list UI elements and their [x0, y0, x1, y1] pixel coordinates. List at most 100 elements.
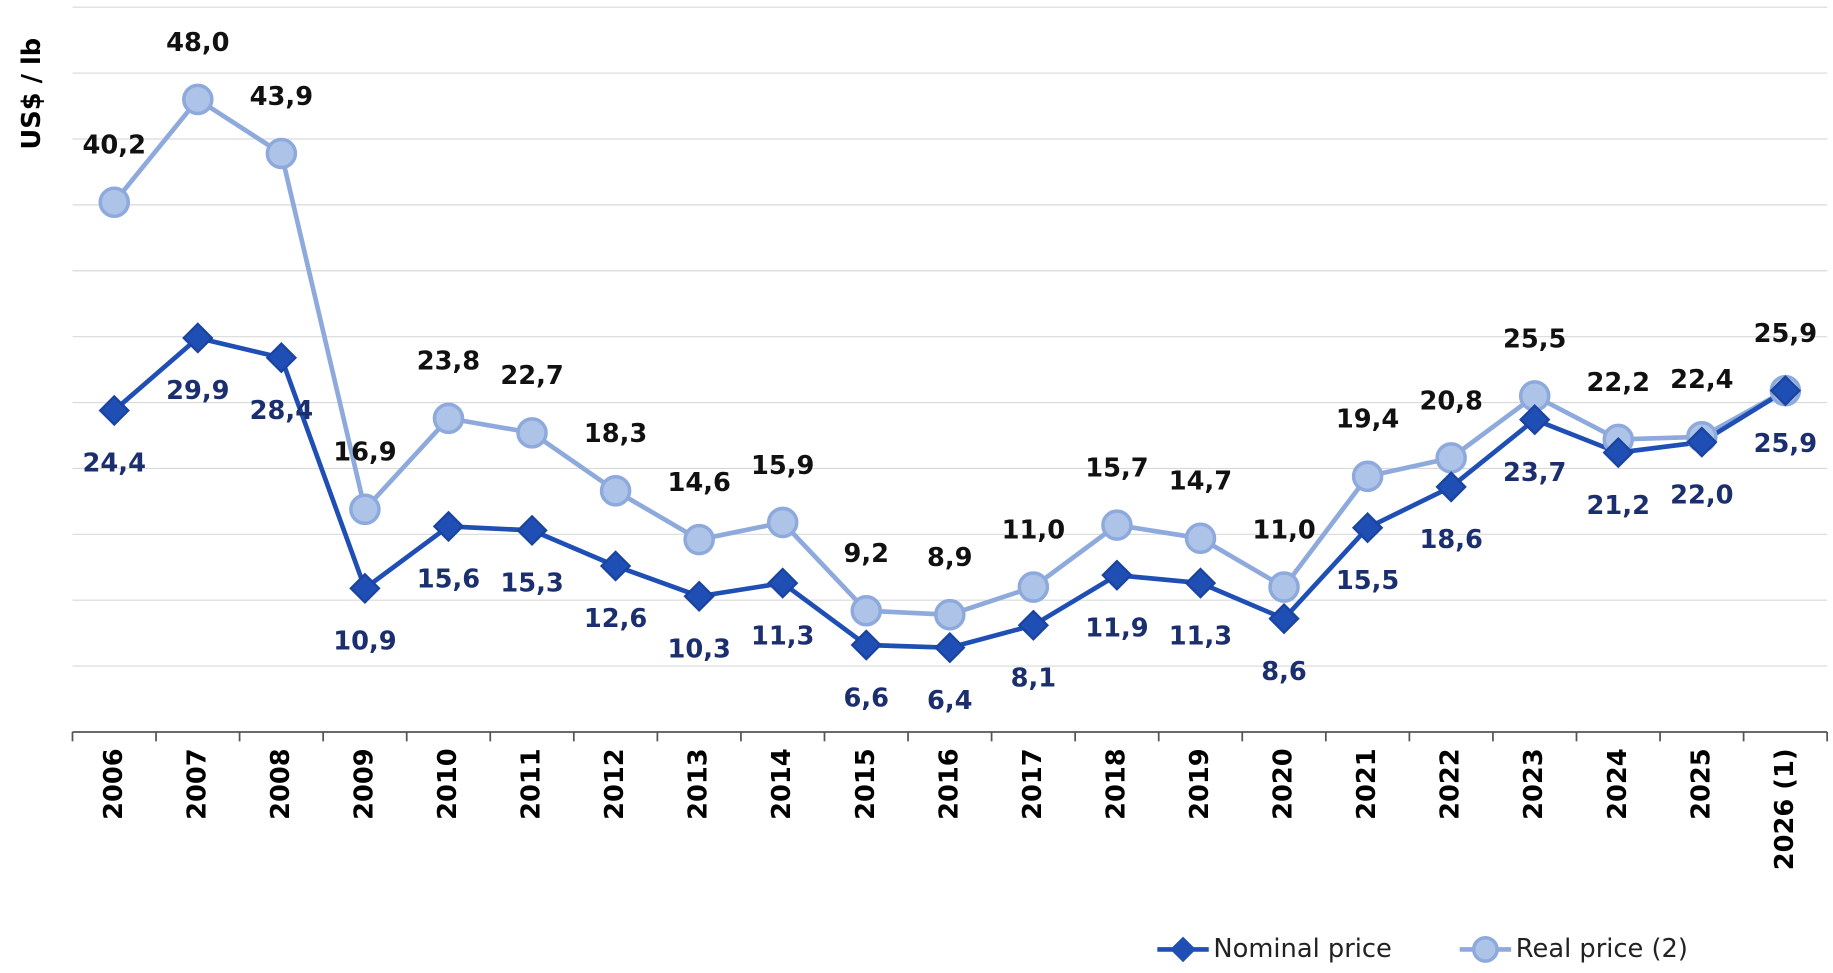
data-label: 14,6	[667, 468, 730, 498]
data-label: 20,8	[1419, 386, 1482, 416]
x-tick-label: 2022	[1436, 748, 1466, 820]
x-tick-label: 2024	[1603, 748, 1633, 820]
data-label: 19,4	[1336, 405, 1399, 435]
marker	[98, 394, 130, 427]
x-tick-label: 2021	[1352, 748, 1382, 820]
x-tick-label: 2011	[517, 748, 547, 820]
marker	[1602, 436, 1634, 469]
x-tick-label: 2025	[1686, 748, 1716, 820]
marker	[1686, 426, 1718, 458]
data-label: 6,4	[927, 686, 973, 716]
data-label: 22,2	[1587, 368, 1650, 398]
marker	[432, 402, 465, 435]
data-label: 15,9	[751, 451, 814, 481]
marker	[1435, 471, 1467, 503]
data-label: 15,7	[1085, 453, 1148, 483]
line	[112, 96, 1787, 618]
x-tick-label: 2020	[1269, 748, 1299, 820]
marker	[1184, 567, 1217, 599]
data-label: 8,6	[1261, 657, 1307, 687]
marker	[349, 572, 381, 605]
data-label: 8,9	[927, 543, 973, 573]
data-label: 22,7	[500, 361, 563, 391]
data-label: 25,9	[1754, 429, 1817, 459]
marker	[599, 550, 632, 582]
marker	[182, 322, 214, 354]
marker	[1769, 375, 1802, 407]
data-label: 11,0	[1002, 515, 1065, 545]
legend-label: Nominal price	[1213, 934, 1391, 964]
marker	[1184, 522, 1217, 555]
x-tick-label: 2009	[349, 748, 379, 820]
marker	[599, 475, 632, 507]
marker	[850, 594, 883, 627]
data-label: 11,3	[751, 621, 814, 651]
marker	[683, 523, 715, 556]
x-tick-label: 2006	[99, 748, 129, 820]
data-label: 29,9	[166, 376, 229, 406]
data-label: 11,3	[1169, 621, 1232, 651]
marker	[1101, 509, 1133, 541]
data-label: 14,7	[1169, 467, 1232, 497]
marker	[182, 83, 214, 116]
marker	[1017, 609, 1050, 641]
marker	[265, 342, 298, 374]
data-label: 6,6	[843, 683, 889, 713]
marker	[1435, 442, 1467, 474]
legend-marker	[1170, 936, 1196, 963]
x-tick-label: 2026 (1)	[1770, 748, 1800, 870]
marker	[683, 580, 715, 612]
marker	[766, 506, 799, 539]
x-tick-label: 2018	[1101, 748, 1131, 820]
data-label: 25,5	[1503, 324, 1566, 354]
legend-marker	[1471, 935, 1499, 963]
x-tick-label: 2017	[1018, 748, 1048, 820]
x-tick-label: 2012	[600, 748, 630, 820]
data-label: 11,9	[1085, 613, 1148, 643]
marker	[1017, 571, 1050, 603]
x-tick-label: 2007	[182, 748, 212, 820]
data-label: 43,9	[250, 82, 313, 112]
marker	[934, 598, 966, 631]
data-label: 15,3	[500, 569, 563, 599]
x-tick-label: 2010	[433, 748, 463, 820]
marker	[516, 514, 548, 547]
marker	[1519, 403, 1551, 436]
data-label: 22,0	[1670, 480, 1733, 510]
data-label: 25,9	[1754, 319, 1817, 349]
x-tick-label: 2014	[767, 748, 797, 820]
data-label: 23,7	[1503, 458, 1566, 488]
data-label: 8,1	[1011, 664, 1057, 694]
data-label: 24,4	[83, 449, 146, 479]
marker	[767, 567, 799, 599]
data-label: 9,2	[843, 539, 889, 569]
marker	[1101, 559, 1133, 591]
data-label: 10,9	[333, 627, 396, 657]
marker	[1351, 460, 1384, 493]
marker	[1268, 571, 1300, 603]
marker	[1268, 602, 1300, 635]
marker	[516, 417, 548, 449]
data-label: 23,8	[417, 347, 480, 377]
marker	[98, 186, 131, 219]
data-label: 15,6	[417, 565, 480, 595]
data-label: 12,6	[584, 604, 647, 634]
x-tick-label: 2013	[684, 748, 714, 820]
legend-label: Real price (2)	[1516, 934, 1688, 964]
data-label: 22,4	[1670, 365, 1733, 395]
marker	[934, 631, 966, 664]
x-tick-label: 2023	[1519, 748, 1549, 820]
data-label: 15,5	[1336, 566, 1399, 596]
marker	[1351, 512, 1384, 544]
data-label: 28,4	[250, 396, 313, 426]
data-label: 18,3	[584, 419, 647, 449]
data-label: 10,3	[667, 635, 730, 665]
x-tick-label: 2019	[1185, 748, 1215, 820]
x-tick-label: 2008	[266, 748, 296, 820]
x-tick-label: 2016	[934, 748, 964, 820]
data-label: 16,9	[333, 438, 396, 468]
marker	[265, 137, 298, 170]
marker	[432, 510, 465, 543]
x-tick-label: 2015	[851, 748, 881, 820]
